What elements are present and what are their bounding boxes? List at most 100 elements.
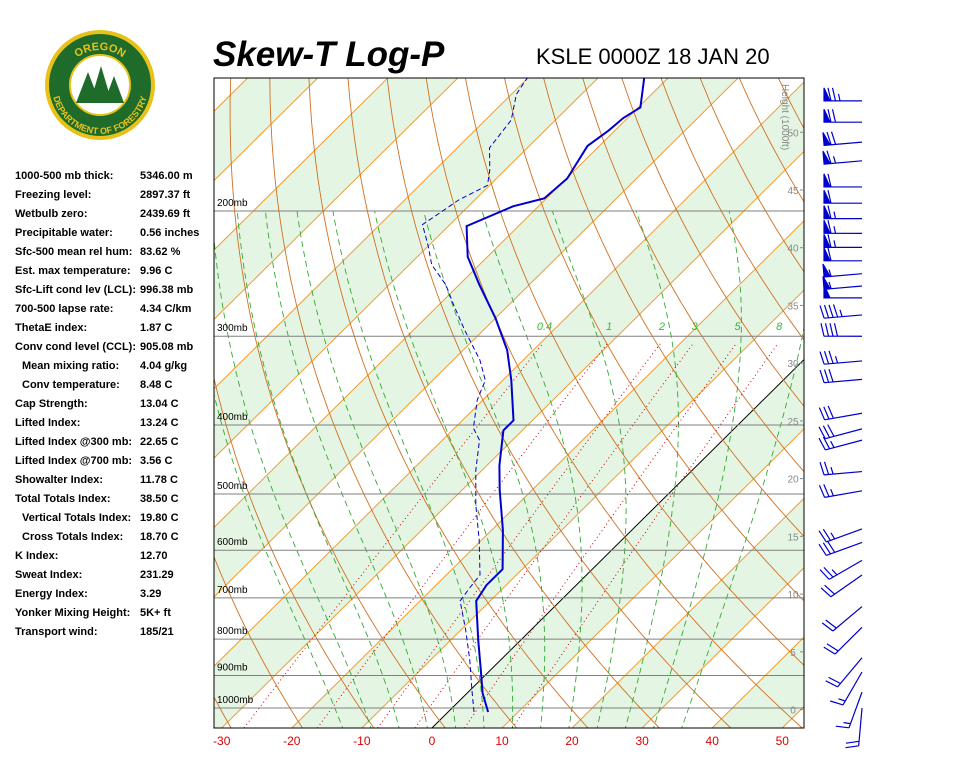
moist-adiabat (653, 210, 742, 728)
index-label: Freezing level: (15, 189, 91, 201)
index-value: 2897.37 ft (140, 189, 190, 201)
moist-adiabat (236, 210, 400, 728)
temperature-line (465, 78, 646, 713)
plot-border (213, 77, 805, 729)
index-label: Yonker Mixing Height: (15, 607, 130, 619)
index-value: 996.38 mb (140, 284, 193, 296)
index-label: Conv temperature: (22, 379, 120, 391)
axes: -30 -20 -10 0 10 20 30 40 500.4 1 2 3 5 81000mb900mb8… (213, 128, 804, 748)
mixing-ratio-label: 5 (735, 321, 742, 333)
wind-barb (830, 671, 863, 706)
index-label: ThetaE index: (15, 322, 87, 334)
x-tick-label: -10 (353, 734, 371, 748)
mixing-ratio-label: 2 (658, 321, 665, 333)
y2-tick-label: 35 (787, 301, 799, 312)
index-label: Cross Totals Index: (22, 531, 123, 543)
wind-barb (819, 559, 863, 580)
index-label: Mean mixing ratio: (22, 360, 119, 372)
index-value: 4.34 C/km (140, 303, 192, 315)
wind-barb (823, 247, 863, 262)
moist-adiabat (332, 210, 485, 728)
dry-adiabat (844, 53, 960, 731)
index-label: Lifted Index: (15, 417, 80, 429)
dry-adiabat (621, 78, 804, 407)
index-value: 5346.00 m (140, 170, 193, 182)
index-label: Transport wind: (15, 626, 98, 638)
y2-tick-label: 20 (787, 475, 799, 486)
wind-barb (819, 350, 863, 365)
logo-top-text: OREGON (72, 41, 127, 60)
index-value: 2439.69 ft (140, 208, 190, 220)
isotherm-grid-line (291, 220, 804, 728)
x-tick-label: -30 (213, 734, 231, 748)
index-value: 1.87 C (140, 322, 172, 334)
wind-barb (823, 220, 863, 234)
index-label: Lifted Index @700 mb: (15, 455, 132, 467)
index-label: Cap Strength: (15, 398, 88, 410)
moist-adiabat (374, 210, 514, 728)
isotherm-grid-line (781, 705, 804, 728)
index-value: 0.56 inches (140, 227, 199, 239)
index-label: Conv cond level (CCL): (15, 341, 136, 353)
mixing-ratio-line (377, 342, 661, 728)
y-tick-label: 300mb (217, 323, 248, 334)
wind-barb (818, 424, 863, 440)
index-label: 1000-500 mb thick: (15, 170, 113, 182)
y2-tick-label: 45 (787, 186, 799, 197)
wind-barb (823, 173, 863, 188)
y2-tick-label: 30 (787, 359, 799, 370)
index-value: 4.04 g/kg (140, 360, 187, 372)
mixing-ratio-label: 1 (606, 321, 612, 333)
mixing-ratio-line (316, 342, 608, 728)
y-tick-label: 700mb (217, 585, 248, 596)
isotherm (214, 78, 459, 321)
index-value: 22.65 C (140, 436, 179, 448)
index-label: Lifted Index @300 mb: (15, 436, 132, 448)
isotherm-grid-line (361, 289, 804, 728)
isotherm (214, 81, 804, 667)
x-tick-label: 10 (495, 734, 509, 748)
x-tick-label: 0 (429, 734, 436, 748)
dry-adiabat (582, 78, 804, 473)
index-value: 9.96 C (140, 265, 172, 277)
x-tick-label: 20 (565, 734, 579, 748)
y-tick-label: 1000mb (217, 695, 254, 706)
x-tick-label: 50 (776, 734, 790, 748)
index-value: 185/21 (140, 626, 174, 638)
mixing-ratio-label: 8 (776, 321, 783, 333)
y-tick-label: 200mb (217, 198, 248, 209)
moist-adiabat (264, 210, 428, 728)
isotherm-grid-line (641, 567, 804, 728)
isotherm (214, 78, 739, 598)
index-value: 905.08 mb (140, 341, 193, 353)
index-label: Est. max temperature: (15, 265, 131, 277)
logo-trees (76, 66, 124, 103)
y2-tick-label: 0 (790, 706, 796, 717)
index-value: 5K+ ft (140, 607, 171, 619)
wind-barb (823, 108, 863, 123)
isotherm-grid-line (431, 358, 804, 728)
moist-adiabat (214, 233, 372, 728)
index-value: 8.48 C (140, 379, 172, 391)
wind-barb (823, 626, 863, 655)
x-tick-label: -20 (283, 734, 301, 748)
y2-tick-label: 25 (787, 417, 799, 428)
index-label: Total Totals Index: (15, 493, 111, 505)
index-value: 231.29 (140, 569, 174, 581)
y-tick-label: 400mb (217, 412, 248, 423)
dry-adiabat (920, 53, 960, 731)
isotherm (214, 78, 529, 390)
dewpoint-line (421, 78, 528, 713)
wind-barb (819, 369, 863, 384)
logo: OREGON DEPARTMENT OF FORESTRY (45, 30, 155, 140)
wind-barb (818, 405, 863, 421)
index-label: K Index: (15, 550, 58, 562)
index-value: 3.29 (140, 588, 161, 600)
wind-barb (822, 131, 863, 147)
x-tick-label: 30 (635, 734, 649, 748)
wind-barb (845, 707, 863, 749)
wind-barb (822, 150, 863, 165)
dry-adiabat (214, 555, 303, 728)
